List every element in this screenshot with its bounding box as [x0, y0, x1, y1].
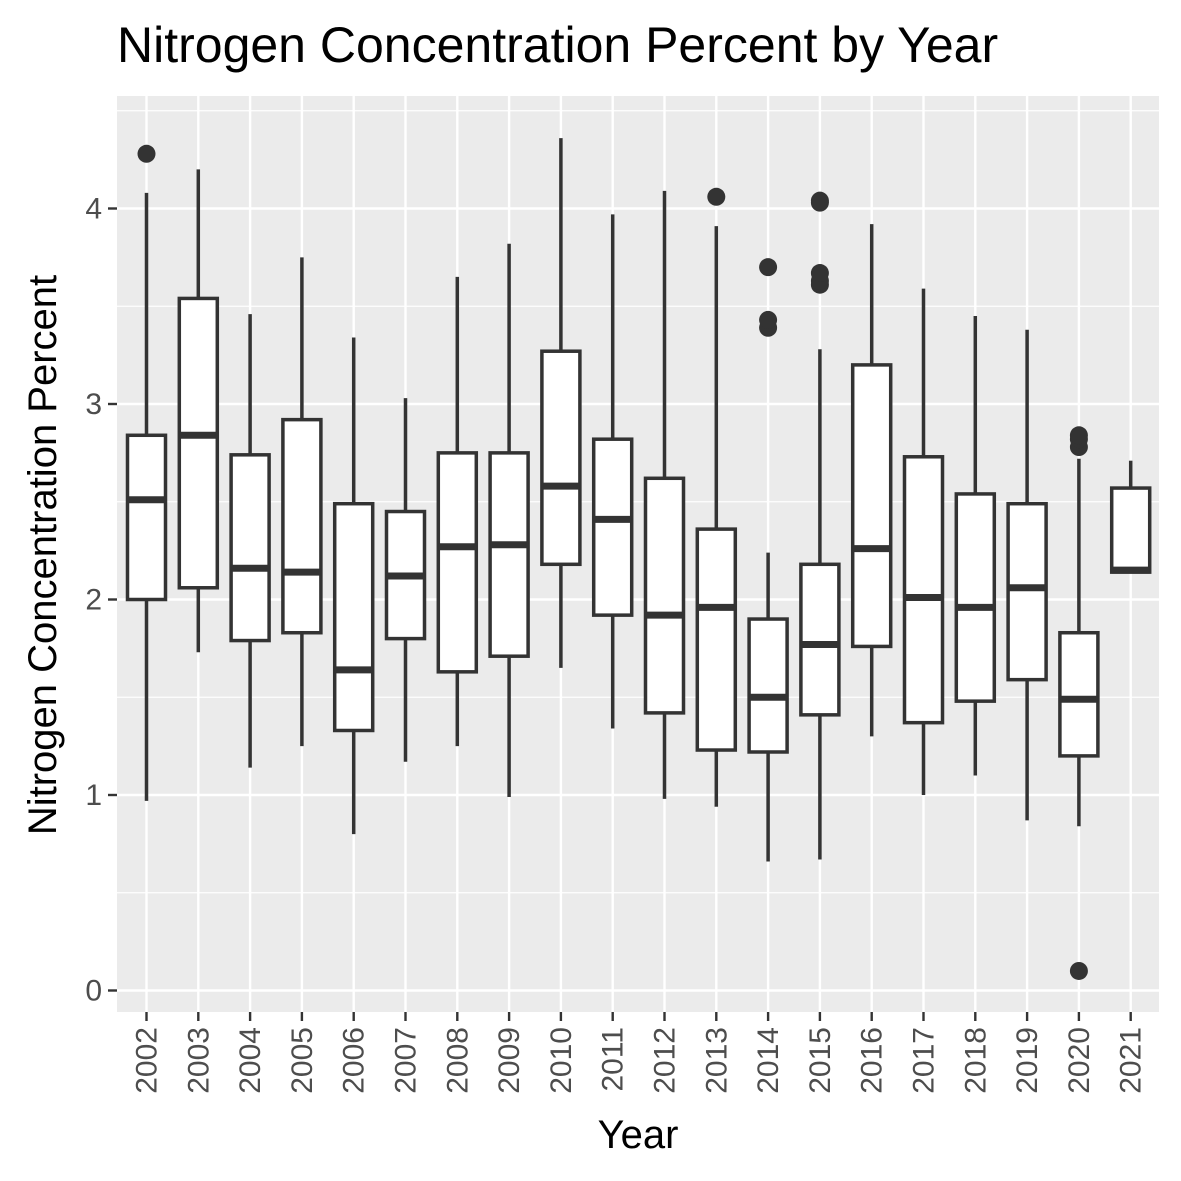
x-tick-label: 2019: [1011, 1027, 1044, 1094]
box-iqr: [281, 417, 323, 635]
box-2005: [281, 257, 323, 747]
x-tick-label: 2014: [752, 1027, 785, 1094]
box-2019: [1006, 329, 1048, 821]
box-2013: [695, 187, 738, 807]
box-iqr: [177, 296, 220, 590]
x-tick-label: 2016: [856, 1027, 889, 1094]
box-iqr: [229, 453, 271, 643]
box-2012: [643, 190, 686, 799]
box-iqr: [643, 476, 686, 715]
box-2011: [591, 214, 634, 729]
x-tick-label: 2012: [649, 1027, 682, 1094]
panel-background: [117, 96, 1159, 1012]
chart-title: Nitrogen Concentration Percent by Year: [117, 17, 998, 73]
outlier-point: [707, 187, 726, 206]
y-axis: 0 1 2 3 4: [85, 193, 117, 1008]
x-tick-label: 2017: [908, 1027, 941, 1094]
x-tick-label: 2008: [441, 1027, 474, 1094]
x-tick-label: 2013: [700, 1027, 733, 1094]
x-tick-label: 2003: [182, 1027, 215, 1094]
x-tick-label: 2010: [545, 1027, 578, 1094]
x-axis: 2002 2003 2004 2005 2006 2007 2008 2009 2010 2011…: [131, 1012, 1148, 1094]
box-2014: [747, 258, 789, 862]
x-axis-title: Year: [598, 1113, 679, 1157]
box-iqr: [591, 437, 634, 617]
box-2018: [954, 316, 997, 776]
box-iqr: [1109, 486, 1152, 574]
outlier-point: [810, 264, 829, 283]
x-tick-label: 2009: [493, 1027, 526, 1094]
x-tick-label: 2004: [234, 1027, 267, 1094]
box-2002: [125, 144, 168, 801]
outlier-point: [1069, 426, 1088, 445]
x-tick-label: 2021: [1115, 1027, 1148, 1094]
box-series: [125, 138, 1152, 980]
box-2016: [850, 224, 893, 737]
box-2017: [902, 288, 945, 795]
outlier-point: [759, 310, 778, 329]
plot-panel: [117, 96, 1159, 1012]
box-2004: [229, 314, 271, 768]
y-tick-label: 2: [85, 584, 102, 617]
box-iqr: [799, 562, 841, 717]
outlier-point: [137, 144, 156, 163]
y-tick-label: 0: [85, 975, 102, 1008]
box-2006: [332, 337, 375, 835]
box-iqr: [436, 451, 479, 674]
box-2007: [384, 398, 427, 762]
box-2003: [177, 169, 220, 653]
y-tick-label: 4: [85, 193, 102, 226]
box-2015: [799, 191, 841, 860]
outlier-point: [759, 258, 778, 277]
outlier-point: [810, 191, 829, 210]
box-2010: [540, 138, 582, 668]
y-tick-label: 1: [85, 779, 102, 812]
x-tick-label: 2006: [338, 1027, 371, 1094]
box-iqr: [125, 433, 168, 602]
box-2020: [1058, 426, 1100, 980]
box-iqr: [488, 451, 530, 658]
x-tick-label: 2015: [804, 1027, 837, 1094]
x-tick-label: 2007: [390, 1027, 423, 1094]
box-iqr: [747, 617, 789, 754]
box-iqr: [540, 349, 582, 567]
y-tick-label: 3: [85, 388, 102, 421]
x-tick-label: 2005: [286, 1027, 319, 1094]
box-iqr: [1058, 630, 1100, 758]
box-iqr: [332, 501, 375, 733]
y-axis-title: Nitrogen Concentration Percent: [21, 275, 65, 835]
box-iqr: [902, 455, 945, 725]
box-iqr: [695, 527, 738, 752]
x-tick-label: 2020: [1063, 1027, 1096, 1094]
x-tick-label: 2002: [131, 1027, 164, 1094]
box-iqr: [1006, 501, 1048, 682]
x-tick-label: 2011: [597, 1027, 630, 1092]
box-2021: [1109, 460, 1152, 574]
box-2008: [436, 276, 479, 747]
outlier-point: [1069, 961, 1088, 980]
box-iqr: [850, 363, 893, 649]
box-2009: [488, 243, 530, 797]
box-iqr: [954, 492, 997, 703]
x-tick-label: 2018: [959, 1027, 992, 1094]
